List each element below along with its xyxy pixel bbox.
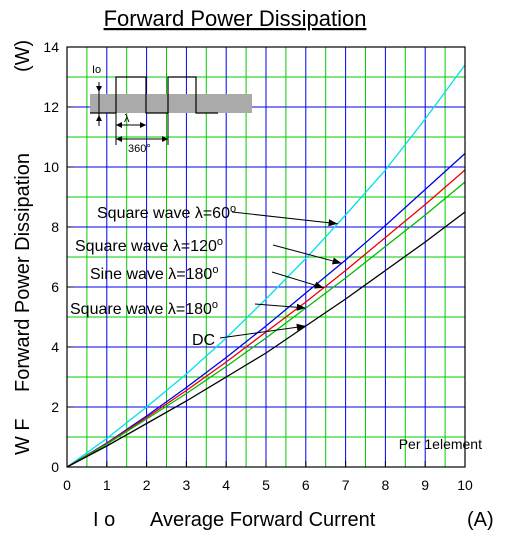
annotation-arrow-head [296, 323, 306, 331]
x-tick-label: 9 [421, 477, 429, 493]
annotation-label: Square wave λ=120o [75, 236, 223, 255]
chart-title: Forward Power Dissipation [104, 6, 367, 31]
y-tick-label: 4 [51, 339, 59, 355]
x-tick-label: 6 [302, 477, 310, 493]
annotation-label: Square wave λ=60o [97, 203, 236, 222]
inset-lambda-arrow-left [116, 122, 122, 128]
y-tick-label: 2 [51, 399, 59, 415]
annotation-arrow-head [328, 219, 338, 227]
annotation-label: DC [192, 332, 215, 349]
annotation-label: Square wave λ=180o [70, 299, 218, 318]
annotations: Square wave λ=60o Square wave λ=120o Sine … [70, 203, 342, 349]
x-tick-label: 1 [103, 477, 111, 493]
x-axis-symbol: I o [93, 509, 115, 531]
y-tick-label: 14 [43, 39, 59, 55]
y-tick-label: 10 [43, 159, 59, 175]
y-axis-unit: (W) [12, 40, 34, 72]
inset-lambda-arrow-right [140, 122, 146, 128]
series-line-1 [66, 153, 466, 468]
inset-period-arrow-left [116, 136, 122, 142]
inset-io-arrow-head-up [96, 86, 102, 92]
x-axis-unit: (A) [467, 509, 494, 531]
y-tick-label: 6 [51, 279, 59, 295]
grid [67, 47, 465, 467]
note-per-element: Per 1element [399, 436, 482, 452]
inset-period-arrow-right [162, 136, 168, 142]
x-tick-label: 4 [222, 477, 230, 493]
x-tick-label: 0 [63, 477, 71, 493]
annotation-arrow-line [272, 244, 342, 264]
series-line-4 [66, 211, 466, 468]
y-axis-label: Forward Power Dissipation [12, 153, 34, 392]
inset-average-band [90, 94, 252, 113]
x-tick-label: 8 [382, 477, 390, 493]
inset-lambda-label: λ [124, 113, 130, 125]
waveform-inset: Io λ 360° [90, 64, 252, 155]
annotation-arrow-line [231, 211, 338, 225]
y-tick-label: 12 [43, 99, 59, 115]
y-tick-label: 0 [51, 459, 59, 475]
inset-io-arrow-head-down [96, 115, 102, 121]
annotation-arrow-head [332, 257, 342, 265]
x-tick-label: 7 [342, 477, 350, 493]
annotation-arrow-head [314, 281, 324, 289]
x-axis-label: Average Forward Current [150, 509, 376, 531]
annotation-arrow-head [296, 303, 306, 311]
inset-period-label: 360° [128, 143, 151, 155]
y-tick-label: 8 [51, 219, 59, 235]
inset-waveform [90, 76, 218, 114]
x-tick-label: 10 [457, 477, 473, 493]
inset-io-label: Io [92, 64, 101, 76]
x-tick-label: 2 [143, 477, 151, 493]
annotation-label: Sine wave λ=180o [90, 264, 218, 283]
annotation-arrow-line [219, 325, 306, 339]
y-axis-symbol: W F [12, 418, 34, 455]
x-tick-label: 3 [183, 477, 191, 493]
x-tick-label: 5 [262, 477, 270, 493]
series-line-3 [66, 181, 466, 468]
series-line-0 [66, 64, 466, 468]
